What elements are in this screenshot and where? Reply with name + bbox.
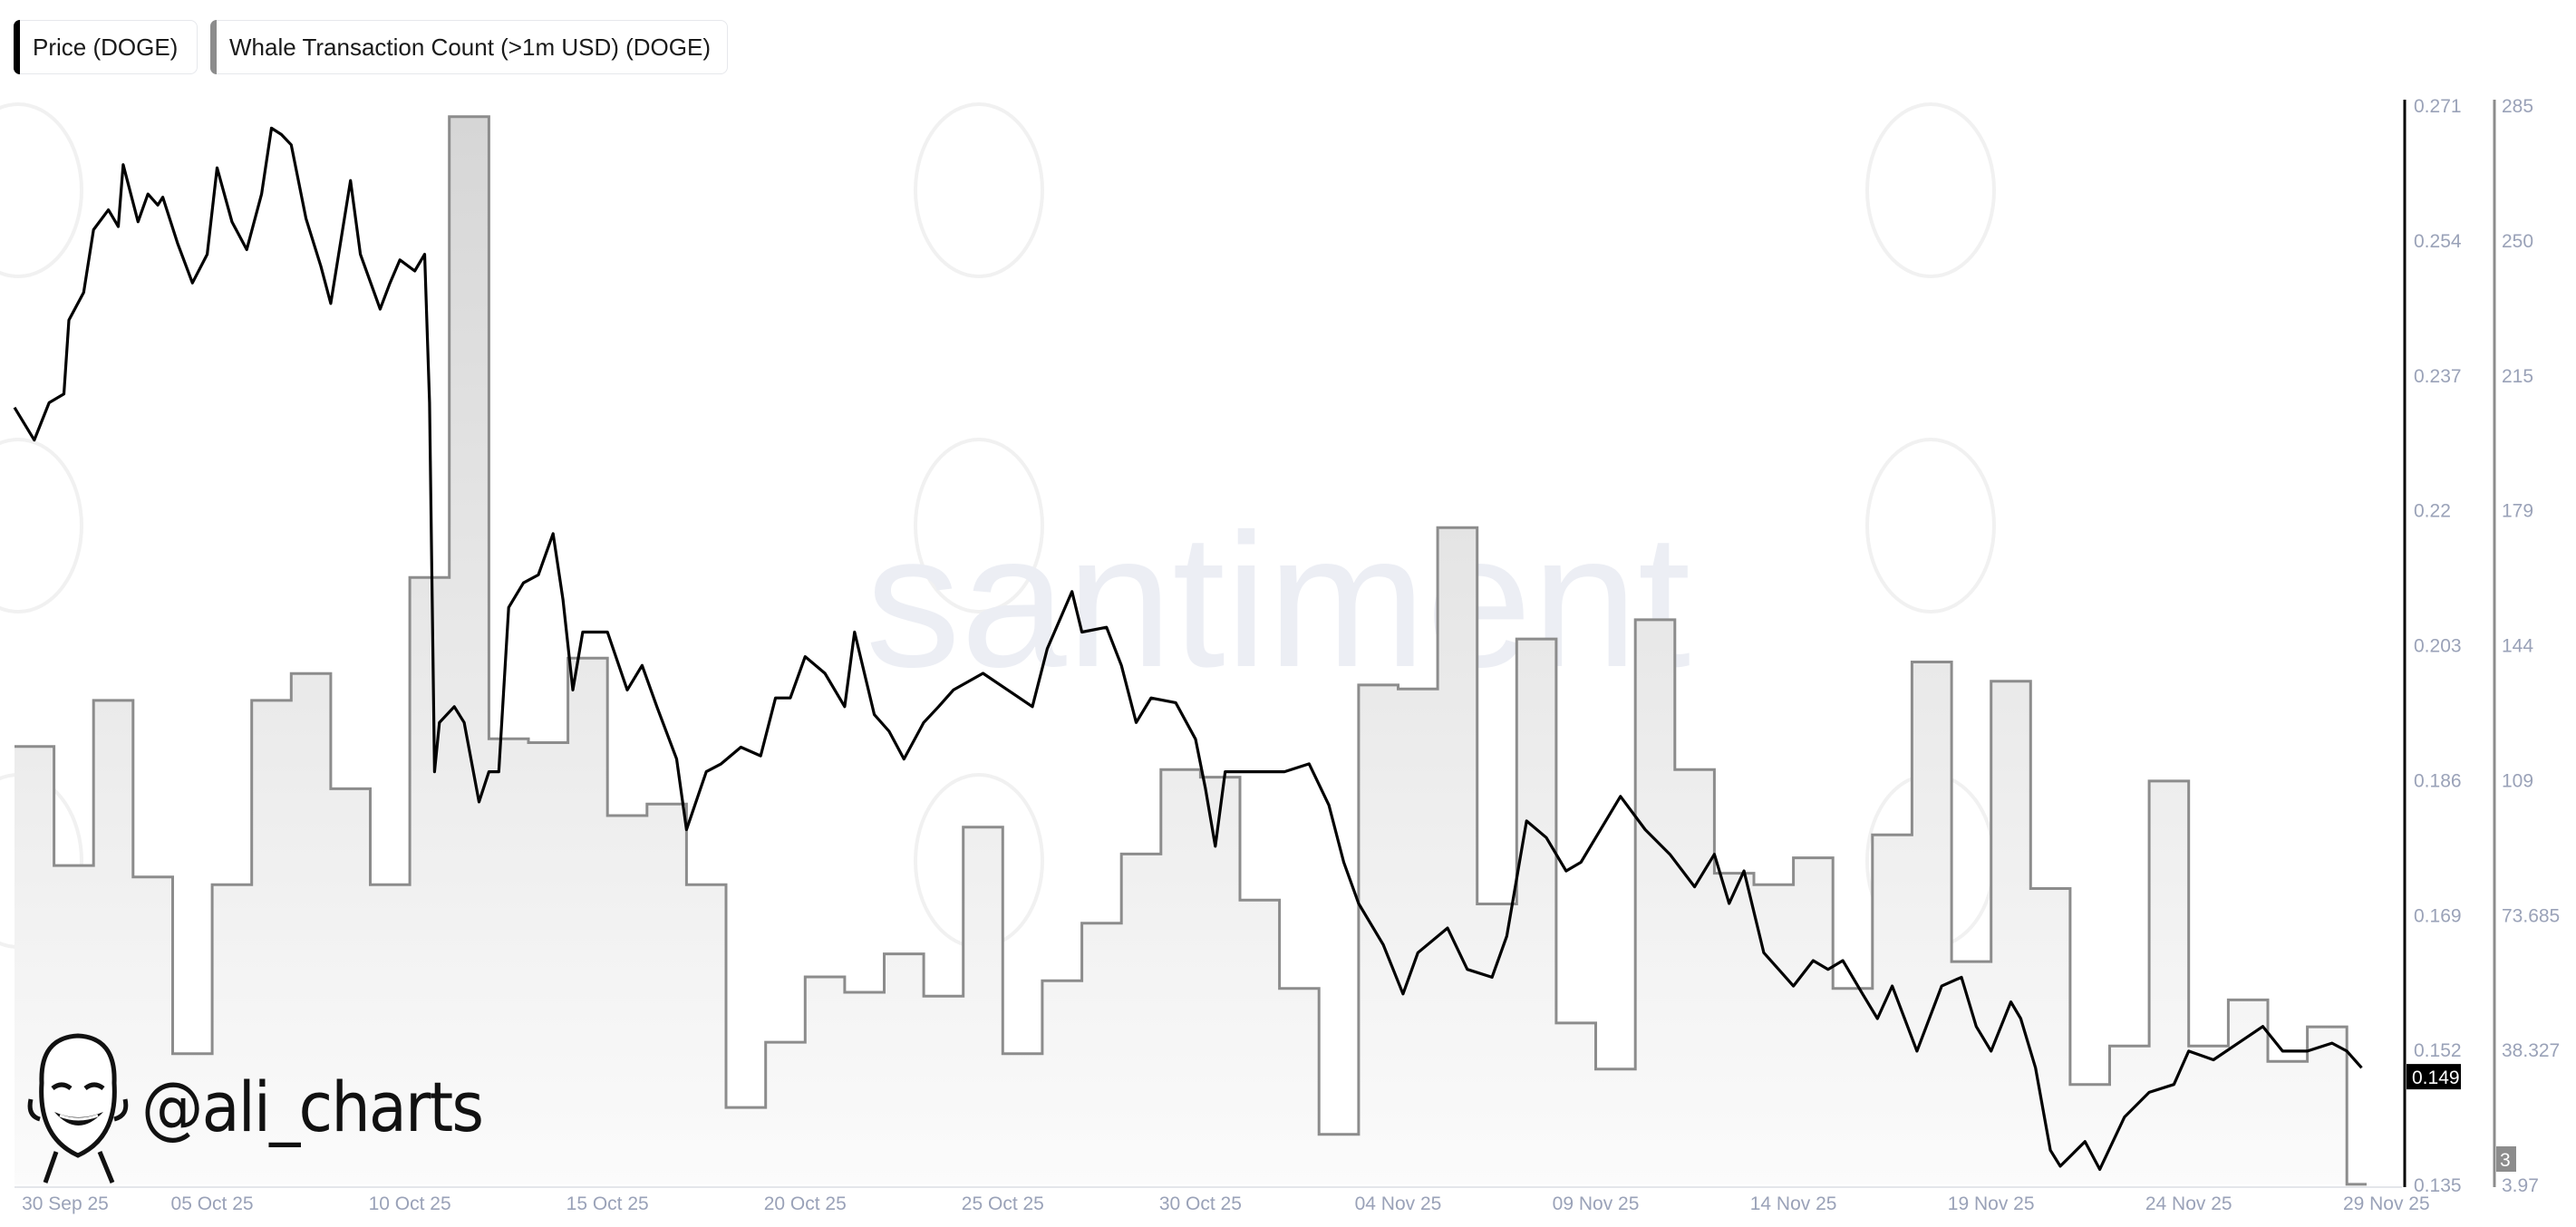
price-tick-label: 0.152 <box>2414 1040 2462 1061</box>
x-tick-label: 19 Nov 25 <box>1948 1193 2035 1214</box>
face-watermark-icon <box>914 438 1044 614</box>
cartoon-face-icon <box>27 1033 129 1184</box>
price-tick-label: 0.22 <box>2414 501 2451 522</box>
x-tick-label: 05 Oct 25 <box>171 1193 254 1214</box>
whale-area-fill <box>15 116 2367 1185</box>
face-watermark-icon <box>1865 438 1996 614</box>
x-tick-label: 29 Nov 25 <box>2343 1193 2430 1214</box>
price-line <box>13 126 2363 1171</box>
legend-whale-swatch <box>210 20 217 74</box>
legend-whale-label: Whale Transaction Count (>1m USD) (DOGE) <box>229 33 711 61</box>
axes: 0.271 0.254 0.237 0.22 0.203 0.186 0.169 0.152 0… <box>15 96 2560 1214</box>
whale-tick-label: 215 <box>2502 366 2533 387</box>
price-tick-label: 0.203 <box>2414 636 2462 657</box>
whale-tick-label: 3.97 <box>2502 1175 2539 1196</box>
legend-price-swatch <box>14 20 20 74</box>
price-tick-label: 0.271 <box>2414 96 2462 117</box>
x-tick-label: 24 Nov 25 <box>2145 1193 2232 1214</box>
whale-tick-label: 250 <box>2502 231 2533 252</box>
x-tick-label: 30 Sep 25 <box>22 1193 109 1214</box>
x-tick-label: 04 Nov 25 <box>1355 1193 1442 1214</box>
price-current-badge <box>2407 1064 2461 1090</box>
price-tick-label: 0.135 <box>2414 1175 2462 1196</box>
price-tick-label: 0.169 <box>2414 905 2462 926</box>
price-tick-label: 0.237 <box>2414 366 2462 387</box>
whale-tick-label: 73.685 <box>2502 905 2560 926</box>
whale-step-line <box>15 115 2367 1186</box>
price-tick-label: 0.186 <box>2414 770 2462 791</box>
whale-tick-label: 285 <box>2502 96 2533 117</box>
face-watermark-icon <box>0 438 83 614</box>
whale-tick-label: 179 <box>2502 501 2533 522</box>
whale-series <box>15 115 2367 1186</box>
price-current-label: 0.149 <box>2412 1068 2460 1088</box>
whale-current-label: 3 <box>2500 1150 2511 1171</box>
whale-current-badge <box>2496 1146 2516 1172</box>
santiment-watermark: santiment <box>866 494 1690 707</box>
legend-price-label: Price (DOGE) <box>33 33 179 61</box>
x-tick-label: 15 Oct 25 <box>567 1193 649 1214</box>
face-watermark-icon <box>914 102 1044 278</box>
whale-tick-label: 109 <box>2502 770 2533 791</box>
price-series <box>13 126 2363 1171</box>
whale-tick-label: 38.327 <box>2502 1040 2560 1061</box>
x-tick-label: 25 Oct 25 <box>962 1193 1044 1214</box>
ali-charts-logo: @ali_charts <box>24 1029 520 1184</box>
x-tick-label: 14 Nov 25 <box>1750 1193 1837 1214</box>
logo-text: @ali_charts <box>141 1066 484 1147</box>
whale-tick-label: 144 <box>2502 636 2533 657</box>
legend-price[interactable]: Price (DOGE) <box>14 20 198 74</box>
x-tick-label: 09 Nov 25 <box>1553 1193 1640 1214</box>
face-watermark-icon <box>1865 102 1996 278</box>
x-tick-label: 30 Oct 25 <box>1159 1193 1242 1214</box>
face-watermark-icon <box>0 102 83 278</box>
legend-whale[interactable]: Whale Transaction Count (>1m USD) (DOGE) <box>210 20 728 74</box>
x-tick-label: 10 Oct 25 <box>369 1193 451 1214</box>
price-tick-label: 0.254 <box>2414 231 2462 252</box>
x-tick-label: 20 Oct 25 <box>764 1193 847 1214</box>
